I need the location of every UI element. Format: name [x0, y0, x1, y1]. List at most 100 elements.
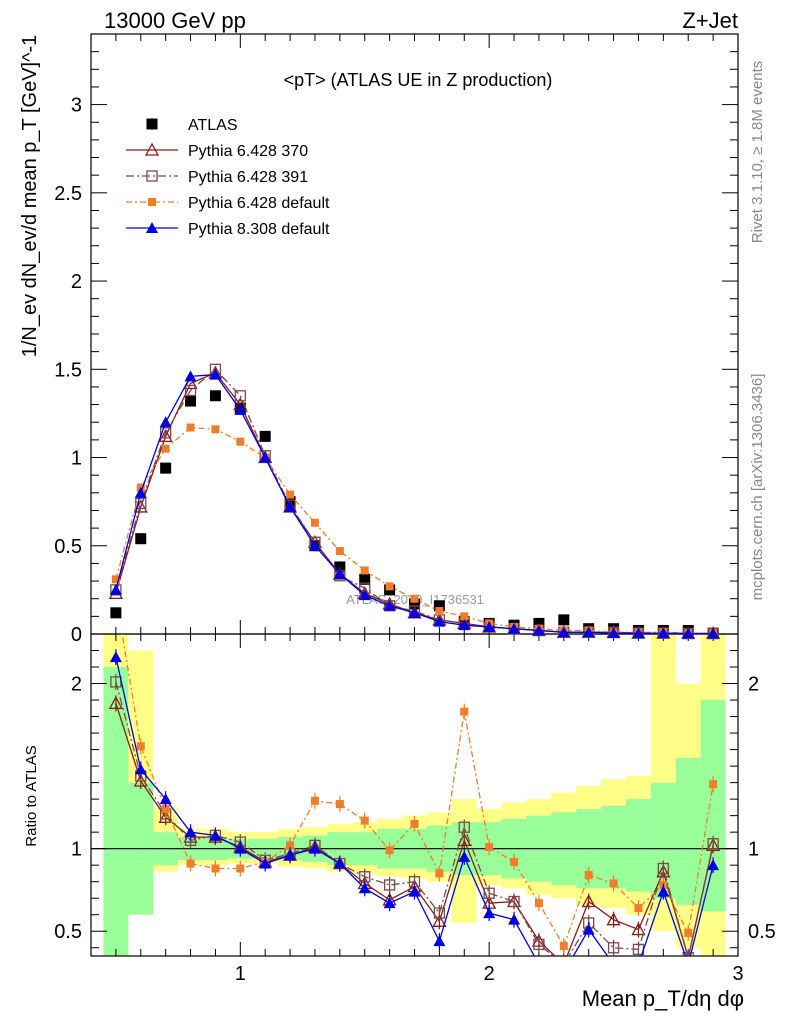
main-series-4-point: [159, 416, 172, 428]
legend-marker: [144, 142, 160, 156]
ratio-band-stat: [601, 805, 627, 889]
ratio-series-2-point: [186, 859, 195, 868]
ratio-series-1-point: [508, 895, 520, 908]
main-series-4-point: [284, 500, 297, 512]
ratio-series-3-point: [682, 958, 694, 969]
legend-marker: [146, 118, 158, 130]
ratio-y-tick-label-right: 0.5: [748, 921, 776, 943]
legend-entry: ATLAS: [146, 117, 238, 134]
ratio-series-3-point: [458, 850, 471, 862]
legend-marker: [146, 222, 158, 233]
main-series-4-point: [184, 370, 197, 382]
ratio-series-3-point: [134, 763, 147, 775]
main-series-3-point: [286, 490, 295, 499]
legend-entry: Pythia 8.308 default: [126, 221, 330, 238]
y-tick-label: 1: [71, 448, 82, 470]
ratio-series-2-point: [286, 841, 295, 850]
main-ylabel: 1/N_ev dN_ev/d mean p_T [GeV]^-1: [19, 35, 41, 358]
main-series-4-point: [657, 627, 670, 639]
main-series-4-point: [483, 620, 496, 632]
ratio-series-2-point: [559, 942, 568, 951]
ratio-series-3-point: [632, 958, 644, 969]
main-series-4-point: [532, 624, 545, 636]
ratio-series-2-point: [211, 864, 220, 873]
ratio-series-3-point: [433, 935, 446, 947]
main-series-4-point: [707, 627, 720, 639]
ratio-series-2-point: [236, 864, 245, 873]
ratio-series-1-point: [533, 938, 545, 951]
main-series-3-point: [410, 594, 419, 603]
ratio-series-2-point: [510, 857, 519, 866]
ratio-series-2-point: [435, 869, 444, 878]
ratio-series-2-point: [460, 707, 469, 716]
ratio-series-0-point: [457, 833, 472, 847]
ratio-series-2-point: [360, 816, 369, 825]
main-series-2-point: [135, 497, 147, 510]
main-series-4-point: [259, 451, 272, 463]
main-series-3-point: [385, 582, 394, 591]
main-series-3-point: [236, 437, 245, 446]
main-series-4-point: [682, 627, 695, 639]
ratio-series-3-point: [184, 826, 197, 838]
main-series-2-point: [184, 384, 197, 397]
ratio-series-0-point: [581, 894, 596, 908]
ratio-series-2-point: [634, 904, 643, 913]
ratio-series-0-point: [432, 913, 447, 927]
ratio-series-2-point: [410, 819, 419, 828]
main-series-3-point: [211, 425, 220, 434]
x-tick-label: 3: [732, 963, 743, 985]
main-series-4-point: [383, 599, 396, 611]
main-series-2-point: [234, 390, 246, 402]
ratio-y-tick-label: 2: [71, 674, 82, 696]
ratio-series-0-point: [558, 958, 570, 969]
main-series-4-point: [632, 627, 645, 639]
ratio-series-3-point: [582, 923, 595, 935]
legend-label: Pythia 6.428 370: [188, 143, 308, 160]
ratio-series-1-point: [607, 942, 620, 954]
ratio-y-tick-label: 0.5: [54, 921, 82, 943]
ratio-y-tick-label-right: 2: [748, 674, 759, 696]
legend-label: Pythia 6.428 391: [188, 169, 308, 186]
main-series-4-point: [308, 539, 321, 551]
main-series-2-point: [160, 427, 172, 439]
ratio-series-3-point: [284, 849, 297, 861]
mcplots-label: mcplots.cern.ch [arXiv:1306.3436]: [749, 374, 766, 601]
main-series-4-point: [234, 403, 247, 415]
ratio-series-1-point: [682, 952, 694, 956]
ratio-series-2-point: [709, 780, 718, 789]
main-series-0-point: [259, 430, 271, 442]
ratio-series-0-point: [631, 922, 646, 936]
ratio-band-stat: [700, 700, 726, 912]
main-series-0-point: [209, 390, 221, 402]
main-series-3-point: [360, 566, 369, 575]
main-series-3-point: [310, 518, 319, 527]
main-series-1-point: [158, 428, 173, 443]
main-series-0-point: [135, 533, 147, 545]
ratio-series-3-point: [707, 859, 720, 871]
main-series-4-point: [408, 606, 421, 618]
ratio-series-1-point: [433, 907, 446, 919]
y-tick-label: 2: [71, 271, 82, 293]
ratio-series-3-point: [408, 885, 421, 897]
rivet-label: Rivet 3.1.10, ≥ 1.8M events: [749, 61, 766, 244]
legend-label: ATLAS: [188, 117, 238, 134]
ratio-series-2-point: [161, 805, 170, 814]
legend-label: Pythia 8.308 default: [188, 221, 330, 238]
ratio-series-3-point: [483, 907, 496, 919]
ratio-series-3-point: [159, 793, 172, 805]
ratio-series-2-point: [310, 796, 319, 805]
main-series-0-point: [185, 395, 197, 407]
legend-marker: [148, 198, 156, 206]
legend-marker: [146, 170, 158, 182]
ratio-series-3-point: [333, 857, 346, 869]
main-series-4-point: [109, 583, 122, 595]
main-series-3-point: [335, 547, 344, 556]
ratio-series-1-point: [383, 879, 396, 891]
y-tick-label: 2.5: [54, 183, 82, 205]
ratio-series-0-point: [656, 864, 671, 878]
main-series-0-point: [160, 462, 172, 474]
legend-entry: Pythia 6.428 370: [126, 142, 308, 160]
main-series-4-point: [433, 615, 446, 627]
ratio-series-3-point: [109, 651, 122, 663]
ratio-series-2-point: [584, 871, 593, 880]
